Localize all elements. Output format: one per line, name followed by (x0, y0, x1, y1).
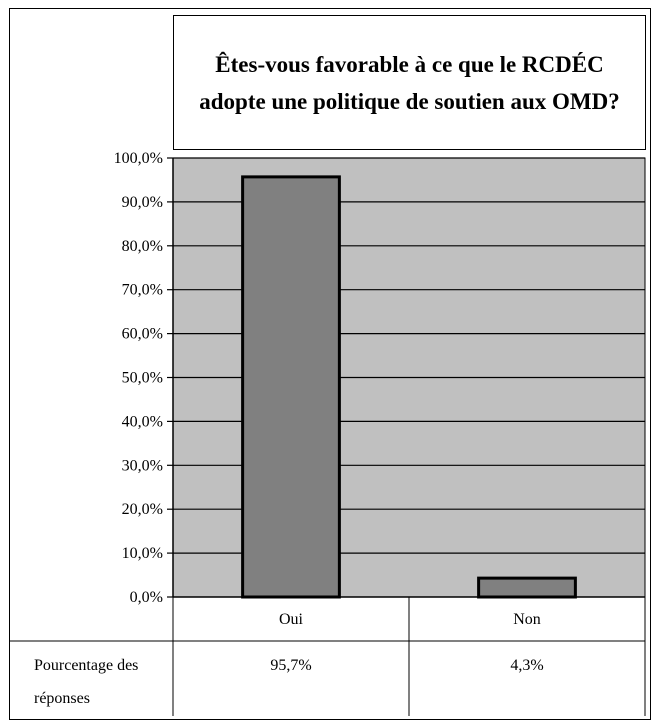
y-tick-label: 50,0% (122, 370, 163, 387)
y-tick-label: 10,0% (122, 545, 163, 562)
x-category-label: Non (513, 611, 541, 628)
y-tick-label: 40,0% (122, 413, 163, 430)
series-name-label: Pourcentage des réponses (34, 657, 138, 707)
y-tick-label: 70,0% (122, 282, 163, 299)
data-label: 4,3% (510, 657, 543, 674)
x-category-label: Oui (279, 611, 304, 628)
y-tick-label: 90,0% (122, 194, 163, 211)
chart-title: Êtes-vous favorable à ce que le RCDÉC ad… (173, 15, 646, 150)
y-tick-label: 30,0% (122, 457, 163, 474)
data-label: 95,7% (270, 657, 311, 674)
bar-non (477, 576, 577, 599)
chart-frame (9, 8, 651, 720)
y-tick-label: 60,0% (122, 326, 163, 343)
bar-oui (241, 175, 341, 599)
y-tick-label: 0,0% (130, 589, 163, 606)
y-tick-label: 20,0% (122, 501, 163, 518)
y-tick-label: 100,0% (114, 150, 163, 167)
y-tick-label: 80,0% (122, 238, 163, 255)
